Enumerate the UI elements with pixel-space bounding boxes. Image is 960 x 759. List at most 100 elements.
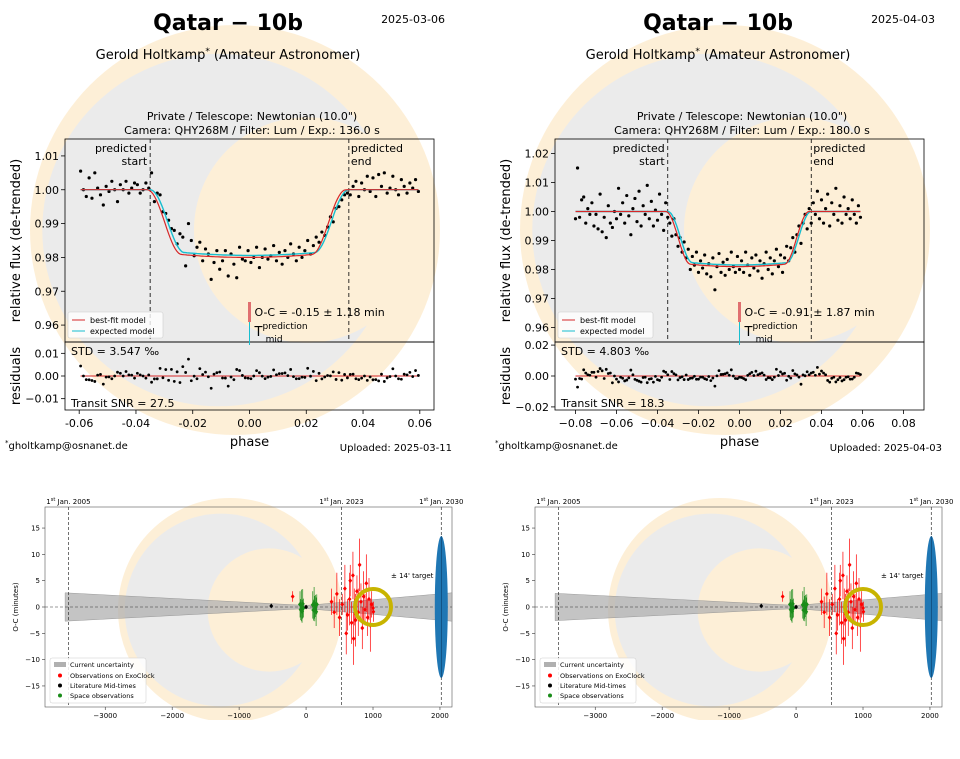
- residual-point: [229, 375, 233, 379]
- target-label: ± 14' target: [881, 572, 924, 580]
- space-observation-point: [789, 602, 794, 609]
- residual-point: [717, 369, 721, 372]
- exoclock-observation-point: [334, 591, 339, 597]
- x-tick-label: -0.04: [122, 417, 150, 430]
- residual-point: [832, 375, 836, 379]
- legend-uncertainty-label: Current uncertainty: [560, 661, 624, 669]
- date-marker-sup: st: [814, 497, 819, 503]
- flux-point: [590, 201, 594, 205]
- flux-point: [110, 179, 114, 183]
- residual-point: [840, 379, 844, 383]
- residual-point: [580, 377, 584, 381]
- residual-point: [859, 373, 862, 376]
- residual-point: [652, 380, 655, 384]
- flux-point: [280, 262, 284, 266]
- date-marker-sup: st: [914, 497, 919, 503]
- residual-point: [209, 386, 213, 390]
- flux-point: [87, 176, 91, 180]
- exoclock-observation-point: [841, 573, 845, 578]
- residual-point: [260, 374, 264, 378]
- oc-x-tick-label: 0: [794, 712, 798, 720]
- residual-point: [842, 378, 846, 382]
- residual-point: [654, 374, 657, 378]
- residual-point: [816, 365, 819, 369]
- residual-point: [215, 371, 219, 375]
- flux-point: [760, 276, 764, 280]
- residual-point: [255, 369, 258, 372]
- flux-point: [575, 166, 580, 170]
- tmid-sup: prediction: [262, 322, 307, 332]
- residual-point: [822, 371, 825, 375]
- residual-point: [277, 372, 281, 376]
- flux-point: [300, 255, 304, 260]
- residual-point: [598, 367, 602, 370]
- oc-y-tick-label: 15: [31, 525, 40, 533]
- residual-point: [266, 375, 270, 379]
- residual-point: [360, 376, 364, 380]
- residual-point: [770, 378, 774, 382]
- literature-midtime-point: [269, 603, 274, 609]
- residual-point: [141, 374, 145, 378]
- observer-line: Gerold Holtkamp* (Amateur Astronomer): [96, 47, 361, 63]
- residual-point: [768, 376, 772, 380]
- residual-point: [686, 378, 690, 381]
- flux-point: [764, 250, 768, 254]
- flux-point: [411, 186, 415, 190]
- space-observation-point: [314, 609, 319, 615]
- x-tick-label: 0.04: [809, 417, 834, 430]
- oc-x-tick-label: 2000: [431, 712, 449, 720]
- exoclock-observation-point: [839, 620, 844, 626]
- flux-point: [147, 186, 151, 190]
- flux-point: [711, 256, 715, 260]
- flux-point: [756, 269, 760, 273]
- residual-point: [397, 377, 400, 381]
- flux-point: [385, 191, 389, 195]
- flux-point: [739, 259, 744, 263]
- residual-point: [238, 369, 241, 372]
- literature-midtime-point: [794, 604, 798, 610]
- y-tick-label: 0.99: [525, 235, 550, 248]
- std-label: STD = 4.803 ‰: [561, 345, 649, 358]
- flux-point: [203, 247, 208, 251]
- chart-date: 2025-03-06: [381, 13, 445, 26]
- flux-point: [821, 221, 826, 225]
- flux-point: [737, 267, 742, 272]
- flux-point: [602, 215, 606, 219]
- flux-point: [647, 217, 651, 221]
- setup-line-2: Camera: QHY268M / Filter: Lum / Exp.: 13…: [124, 124, 380, 137]
- residual-point: [645, 381, 649, 385]
- flux-point: [668, 221, 672, 225]
- residual-point: [218, 370, 222, 374]
- flux-point: [807, 207, 811, 211]
- residual-point: [294, 377, 298, 381]
- exoclock-observation-point: [361, 594, 366, 599]
- exoclock-observation-point: [850, 625, 855, 631]
- residual-point: [232, 378, 236, 382]
- space-observation-point: [802, 600, 807, 606]
- residual-point: [752, 374, 756, 377]
- x-axis-label: phase: [720, 435, 759, 450]
- date-marker-rest: Jan. 2030: [428, 498, 463, 506]
- space-observation-point: [804, 609, 809, 615]
- flux-point: [594, 212, 598, 216]
- residual-point: [715, 374, 719, 378]
- exoclock-observation-point: [363, 607, 367, 613]
- flux-point: [614, 217, 619, 221]
- residual-point: [416, 374, 420, 377]
- residual-point: [252, 374, 256, 378]
- residual-point: [172, 380, 176, 383]
- residual-point: [641, 376, 645, 379]
- oc-x-tick-label: −1000: [717, 712, 741, 720]
- flux-point: [768, 256, 772, 260]
- observer-role: (Amateur Astronomer): [704, 48, 850, 63]
- flux-point: [101, 203, 105, 207]
- flux-point: [90, 196, 94, 200]
- residual-point: [596, 370, 600, 373]
- flux-point: [118, 183, 122, 187]
- flux-point: [580, 198, 584, 202]
- flux-point: [582, 195, 586, 199]
- flux-point: [701, 266, 705, 270]
- residual-point: [754, 369, 758, 373]
- residual-point: [99, 372, 102, 376]
- flux-point: [289, 242, 293, 246]
